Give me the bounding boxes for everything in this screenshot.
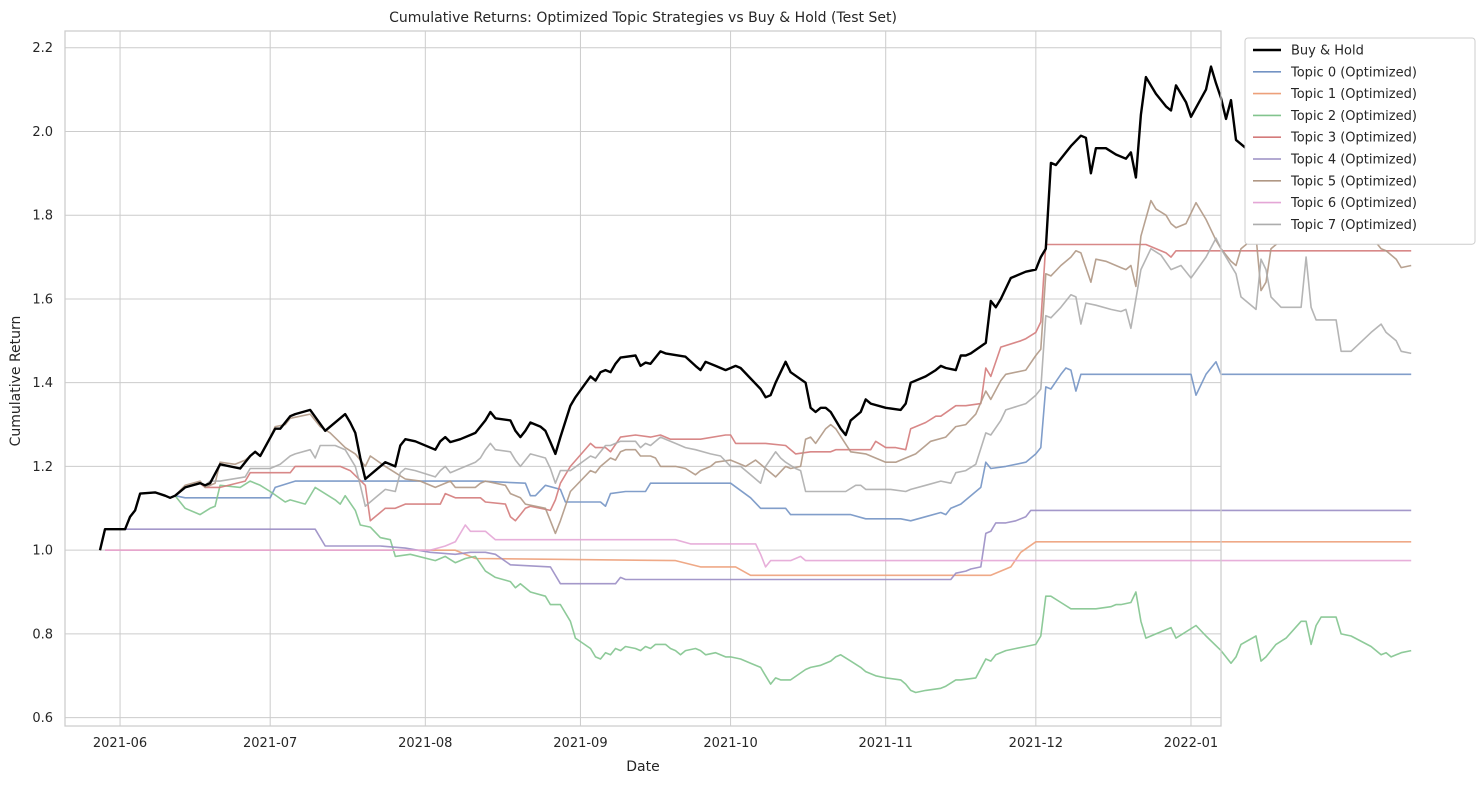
legend-label: Buy & Hold	[1291, 44, 1364, 59]
series-line-1	[99, 360, 1412, 551]
x-tick-label: 2021-12	[1009, 736, 1063, 751]
series-line-8	[99, 237, 1412, 551]
plot-background	[65, 31, 1221, 726]
y-tick-label: 1.6	[32, 292, 53, 307]
y-tick-label: 0.8	[32, 627, 53, 642]
plot-area	[64, 30, 1412, 727]
series-line-2	[105, 540, 1412, 577]
x-tick-label: 2021-10	[703, 736, 757, 751]
chart-title: Cumulative Returns: Optimized Topic Stra…	[389, 10, 897, 26]
y-tick-label: 1.2	[32, 460, 53, 475]
legend-label: Topic 0 (Optimized)	[1290, 65, 1417, 80]
y-tick-label: 0.6	[32, 711, 53, 726]
y-tick-label: 2.0	[32, 125, 53, 140]
legend-label: Topic 2 (Optimized)	[1290, 109, 1417, 124]
y-tick-label: 1.4	[32, 376, 53, 391]
y-axis-ticks: 0.6 0.8 1.0 1.2 1.4 1.6 1.8 2.0 2.2	[32, 41, 53, 726]
y-tick-label: 2.2	[32, 41, 53, 56]
legend-label: Topic 6 (Optimized)	[1290, 196, 1417, 211]
x-tick-label: 2021-09	[553, 736, 607, 751]
plot-frame	[64, 30, 1222, 727]
series-line-4	[99, 243, 1412, 551]
legend-label: Topic 5 (Optimized)	[1290, 174, 1417, 189]
series-line-6	[99, 189, 1412, 551]
legend-items: Buy & Hold Topic 0 (Optimized) Topic 1 (Op…	[1253, 44, 1417, 233]
x-tick-label: 2021-07	[243, 736, 297, 751]
legend-label: Topic 4 (Optimized)	[1290, 153, 1417, 168]
legend-label: Topic 3 (Optimized)	[1290, 131, 1417, 146]
x-tick-label: 2021-08	[398, 736, 452, 751]
grid-lines	[65, 31, 1221, 726]
legend-label: Topic 7 (Optimized)	[1290, 218, 1417, 233]
legend-box	[1244, 37, 1476, 245]
legend: Buy & Hold Topic 0 (Optimized) Topic 1 (Op…	[1244, 37, 1476, 245]
x-axis-ticks: 2021-06 2021-07 2021-08 2021-09 2021-10 2021-…	[93, 736, 1218, 751]
series-line-3	[99, 480, 1412, 694]
series-line-0	[98, 65, 1412, 551]
y-axis-label: Cumulative Return	[8, 316, 24, 447]
x-tick-label: 2022-01	[1164, 736, 1218, 751]
x-axis-label: Date	[626, 759, 659, 775]
y-tick-label: 1.0	[32, 544, 53, 559]
legend-label: Topic 1 (Optimized)	[1290, 87, 1417, 102]
series-lines	[98, 65, 1412, 694]
series-line-5	[99, 509, 1412, 585]
x-tick-label: 2021-06	[93, 736, 147, 751]
y-tick-label: 1.8	[32, 209, 53, 224]
x-tick-label: 2021-11	[859, 736, 913, 751]
series-line-7	[105, 524, 1412, 568]
